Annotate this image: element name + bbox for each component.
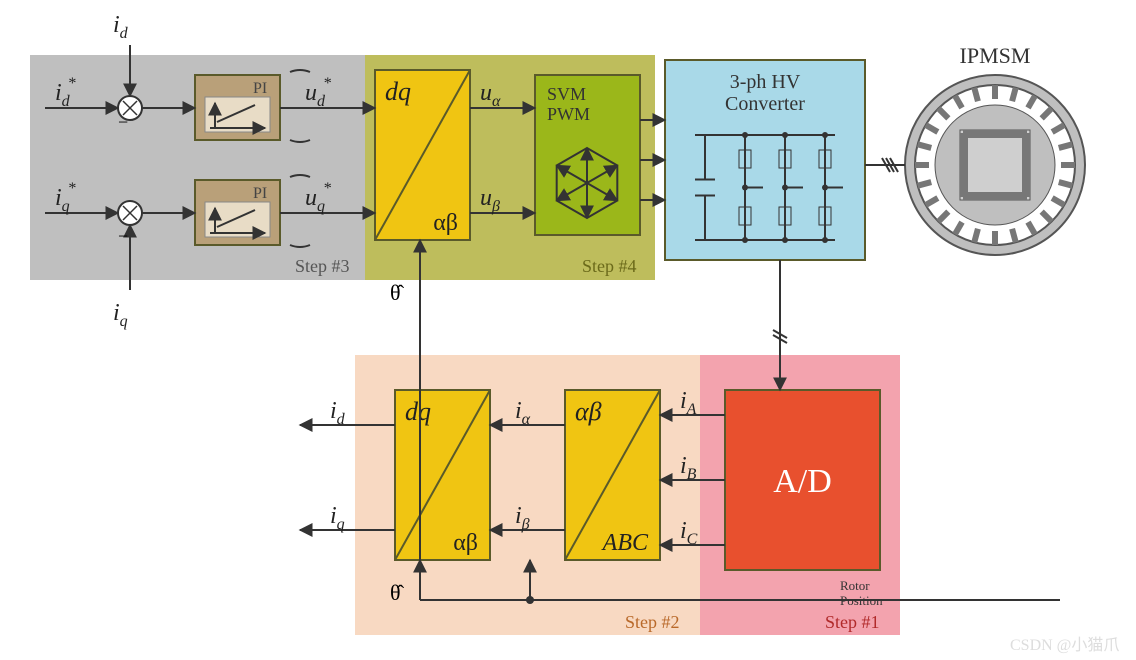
svg-text:A/D: A/D	[773, 463, 832, 500]
svg-text:Rotor: Rotor	[840, 578, 870, 593]
svg-text:Converter: Converter	[725, 93, 805, 115]
motor-label: IPMSM	[960, 43, 1031, 68]
svg-text:αβ: αβ	[453, 530, 478, 556]
svg-text:iq: iq	[113, 300, 128, 330]
label-step2: Step #2	[625, 612, 680, 632]
svg-text:iq: iq	[330, 503, 345, 533]
svg-text:−: −	[118, 112, 128, 132]
label-step1: Step #1	[825, 612, 880, 632]
svg-text:ABC: ABC	[601, 530, 649, 556]
svg-text:PI: PI	[253, 185, 267, 202]
watermark: CSDN @小猫爪	[1010, 636, 1119, 654]
svg-text:id: id	[330, 398, 346, 428]
svg-text:αβ: αβ	[575, 397, 602, 426]
svg-text:PI: PI	[253, 80, 267, 97]
svg-text:3-ph HV: 3-ph HV	[730, 71, 801, 93]
svg-text:−: −	[118, 226, 128, 246]
svg-text:Position: Position	[840, 593, 883, 608]
svg-text:PWM: PWM	[547, 104, 590, 124]
label-step3: Step #3	[295, 256, 350, 276]
svg-text:SVM: SVM	[547, 84, 586, 104]
label-step4: Step #4	[582, 256, 637, 276]
svg-text:dq: dq	[405, 397, 431, 426]
svg-text:θ̂: θ̂	[390, 280, 405, 305]
svg-text:dq: dq	[385, 77, 411, 106]
svg-text:αβ: αβ	[433, 210, 458, 236]
svg-text:id: id	[113, 12, 129, 42]
